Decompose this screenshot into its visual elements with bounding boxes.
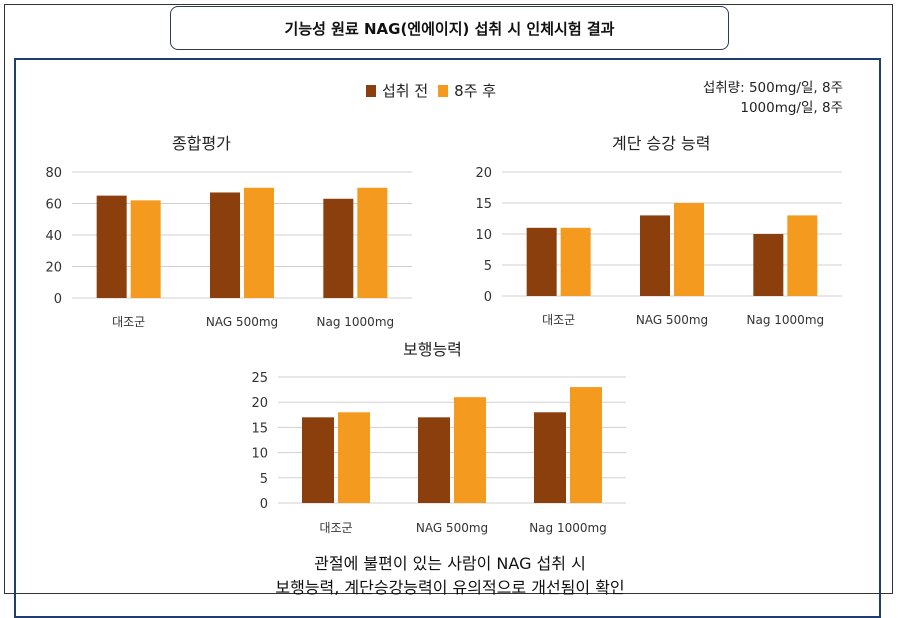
conclusion-line-1: 관절에 불편이 있는 사람이 NAG 섭취 시 (314, 554, 586, 573)
bar-before (526, 227, 557, 296)
bar-before (418, 417, 450, 503)
bar-before (210, 192, 240, 298)
legend-label-after: 8주 후 (454, 82, 497, 100)
chart-title-overall: 종합평가 (172, 134, 231, 153)
conclusion: 관절에 불편이 있는 사람이 NAG 섭취 시 보행능력, 계단승강능력이 유의… (150, 552, 750, 600)
bar-before (640, 215, 670, 296)
y-tick-label: 10 (251, 447, 268, 462)
legend-swatch-before (366, 84, 376, 97)
bar-before (96, 195, 127, 298)
y-tick-label: 20 (45, 261, 62, 276)
y-tick-label: 5 (260, 472, 268, 487)
y-tick-label: 0 (260, 497, 268, 512)
legend-item-after: 8주 후 (438, 80, 496, 101)
chart-title-stairs: 계단 승강 능력 (612, 134, 711, 153)
legend-item-before: 섭취 전 (366, 80, 428, 101)
bar-before (302, 417, 334, 503)
header-title: 기능성 원료 NAG(엔에이지) 섭취 시 인체시험 결과 (284, 19, 615, 38)
y-tick-label: 15 (475, 197, 492, 212)
legend-label-before: 섭취 전 (382, 82, 429, 100)
x-tick-label: NAG 500mg (636, 313, 708, 327)
bar-after (674, 203, 704, 296)
y-tick-label: 20 (475, 166, 492, 181)
x-tick-label: Nag 1000mg (317, 315, 395, 329)
x-tick-label: 대조군 (112, 315, 145, 329)
y-tick-label: 20 (251, 396, 268, 411)
legend-swatch-after (438, 84, 449, 97)
dose-line-2: 1000mg/일, 8주 (740, 100, 843, 116)
chart-overall: 0 20 40 60 80 대조군 NAG 500mg Nag 1000mg (45, 166, 412, 329)
bar-after (130, 200, 161, 298)
y-tick-label: 0 (484, 290, 492, 305)
bar-before (323, 198, 354, 298)
y-tick-label: 25 (251, 371, 268, 386)
y-tick-label: 10 (475, 228, 492, 243)
header-title-box: 기능성 원료 NAG(엔에이지) 섭취 시 인체시험 결과 (170, 6, 729, 50)
bar-after (570, 387, 602, 503)
x-tick-label: NAG 500mg (416, 521, 488, 535)
legend: 섭취 전 8주 후 (366, 80, 496, 101)
dose-info: 섭취량: 500mg/일, 8주 1000mg/일, 8주 (623, 78, 843, 118)
y-tick-label: 5 (484, 259, 492, 274)
chart-stairs: 0 5 10 15 20 대조군 NAG 500mg Nag 1000mg (475, 166, 842, 327)
x-tick-label: Nag 1000mg (747, 313, 825, 327)
chart-title-walking: 보행능력 (403, 340, 462, 359)
dose-line-1: 섭취량: 500mg/일, 8주 (702, 80, 843, 96)
outer-frame (4, 4, 893, 594)
x-tick-label: 대조군 (319, 521, 352, 535)
bar-before (534, 412, 566, 503)
y-tick-label: 80 (45, 166, 62, 181)
y-tick-label: 15 (251, 421, 268, 436)
x-tick-label: Nag 1000mg (529, 521, 607, 535)
y-tick-label: 60 (45, 198, 62, 213)
bar-after (338, 412, 370, 503)
bar-after (357, 187, 388, 298)
bar-after (454, 397, 486, 503)
bar-after (787, 215, 818, 296)
y-tick-label: 40 (45, 229, 62, 244)
x-tick-label: NAG 500mg (206, 315, 278, 329)
y-tick-label: 0 (54, 292, 62, 307)
bar-before (753, 234, 784, 296)
x-tick-label: 대조군 (542, 313, 575, 327)
bar-after (560, 227, 591, 296)
chart-walking: 0 5 10 15 20 25 대조군 NAG 500mg Nag 1000mg (251, 371, 626, 535)
conclusion-line-2: 보행능력, 계단승강능력이 유의적으로 개선됨이 확인 (275, 578, 625, 597)
bar-after (244, 187, 274, 298)
